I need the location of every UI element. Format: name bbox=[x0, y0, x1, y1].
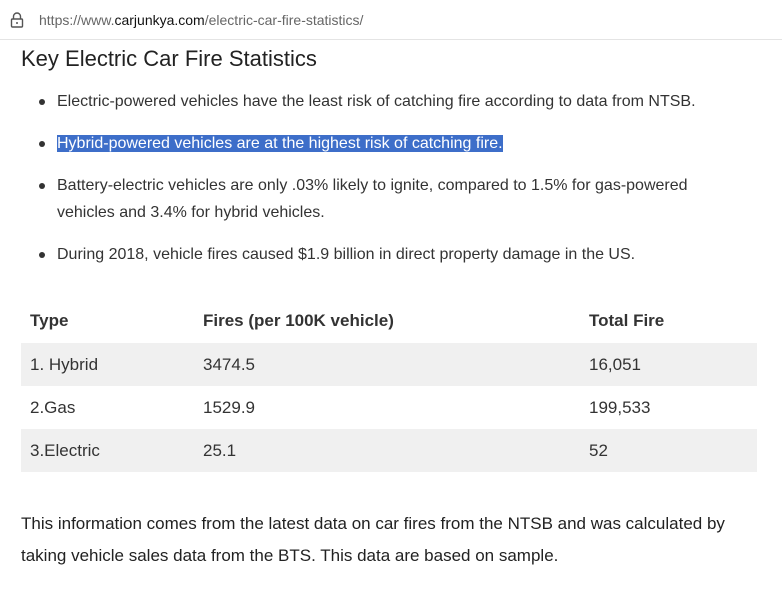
list-item: Electric-powered vehicles have the least… bbox=[39, 88, 739, 115]
bullet-text: Battery-electric vehicles are only .03% … bbox=[57, 177, 688, 221]
section-heading: Key Electric Car Fire Statistics bbox=[21, 46, 317, 71]
cell-type: 3.Electric bbox=[21, 429, 194, 472]
column-header-type: Type bbox=[30, 310, 69, 330]
bullet-dot bbox=[39, 141, 45, 147]
list-item: Hybrid-powered vehicles are at the highe… bbox=[39, 130, 739, 157]
bullet-text: Electric-powered vehicles have the least… bbox=[57, 93, 696, 110]
cell-total: 16,051 bbox=[580, 343, 757, 386]
table-row: 3.Electric 25.1 52 bbox=[21, 429, 757, 472]
cell-fires: 1529.9 bbox=[203, 397, 255, 417]
source-note: This information comes from the latest d… bbox=[21, 514, 725, 565]
url-prefix: https://www. bbox=[39, 12, 115, 28]
table-header-row: Type Fires (per 100K vehicle) Total Fire bbox=[21, 298, 757, 343]
list-item: During 2018, vehicle fires caused $1.9 b… bbox=[39, 241, 739, 268]
cell-total: 52 bbox=[580, 429, 757, 472]
cell-fires: 3474.5 bbox=[194, 343, 580, 386]
url-text[interactable]: https://www.carjunkya.com/electric-car-f… bbox=[39, 12, 363, 28]
lock-icon[interactable] bbox=[10, 12, 24, 28]
cell-fires: 25.1 bbox=[194, 429, 580, 472]
fire-statistics-table: Type Fires (per 100K vehicle) Total Fire… bbox=[21, 298, 757, 472]
url-path: /electric-car-fire-statistics/ bbox=[204, 12, 364, 28]
table-row: 2.Gas 1529.9 199,533 bbox=[21, 386, 757, 429]
table-row: 1. Hybrid 3474.5 16,051 bbox=[21, 343, 757, 386]
cell-type: 2.Gas bbox=[30, 397, 76, 417]
selected-text[interactable]: Hybrid-powered vehicles are at the highe… bbox=[57, 135, 503, 152]
column-header-fires: Fires (per 100K vehicle) bbox=[203, 310, 394, 330]
bullet-text: During 2018, vehicle fires caused $1.9 b… bbox=[57, 246, 636, 263]
url-host: carjunkya.com bbox=[114, 12, 205, 28]
bullet-dot bbox=[39, 99, 45, 105]
cell-type: 1. Hybrid bbox=[21, 343, 194, 386]
bullet-dot bbox=[39, 183, 45, 189]
bullet-text-wrapper: Hybrid-powered vehicles are at the highe… bbox=[57, 130, 739, 157]
address-bar[interactable]: https://www.carjunkya.com/electric-car-f… bbox=[0, 0, 782, 40]
list-item: Battery-electric vehicles are only .03% … bbox=[39, 172, 739, 226]
column-header-total: Total Fire bbox=[589, 310, 665, 330]
article-content: Key Electric Car Fire Statistics Electri… bbox=[0, 40, 782, 595]
cell-total: 199,533 bbox=[589, 397, 651, 417]
bullet-dot bbox=[39, 252, 45, 258]
